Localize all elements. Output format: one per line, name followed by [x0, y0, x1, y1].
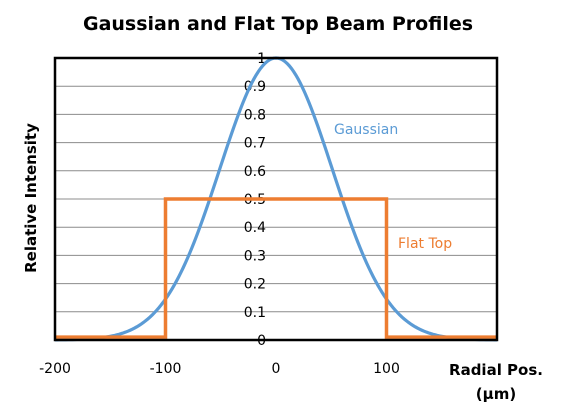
x-axis-unit-label: (μm) — [476, 385, 516, 403]
gaussian-series-label: Gaussian — [334, 122, 398, 138]
y-tick-label: 0.8 — [244, 107, 266, 123]
y-tick-label: 0.4 — [244, 220, 266, 236]
y-axis-label: Relative Intensity — [22, 123, 40, 273]
chart-title: Gaussian and Flat Top Beam Profiles — [83, 13, 473, 35]
x-tick-label: 100 — [373, 361, 400, 377]
flat-top-line — [55, 197, 497, 339]
y-tick-label: 0.3 — [244, 248, 266, 264]
x-axis-label: Radial Pos. — [449, 361, 543, 379]
x-tick-label: 0 — [272, 361, 281, 377]
y-tick-label: 0.7 — [244, 136, 266, 152]
x-tick-label: -100 — [150, 361, 182, 377]
y-tick-label: 0.6 — [244, 164, 266, 180]
flat-top-series-label: Flat Top — [398, 236, 452, 252]
y-tick-label: 0.2 — [244, 277, 266, 293]
plot-frame — [53, 56, 499, 342]
x-tick-label: -200 — [39, 361, 71, 377]
y-tick-label: 0.1 — [244, 305, 266, 321]
x-tick-labels: -200 -100 0 100 — [39, 361, 400, 377]
